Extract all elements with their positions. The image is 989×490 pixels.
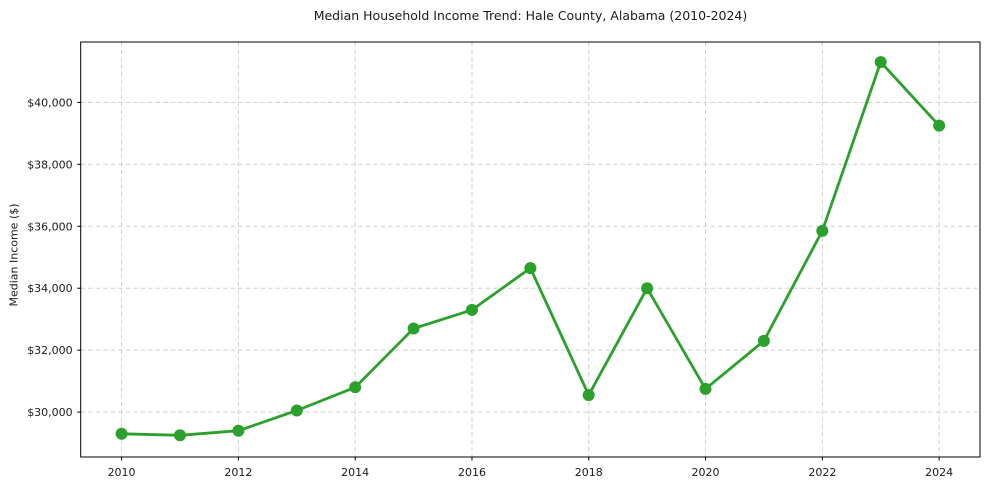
data-point-2013 <box>290 404 303 417</box>
data-point-2012 <box>232 424 245 437</box>
x-tick-label: 2024 <box>925 466 953 479</box>
data-point-2024 <box>933 119 946 132</box>
data-point-2020 <box>699 382 712 395</box>
data-point-2014 <box>349 381 362 394</box>
data-point-2018 <box>582 389 595 402</box>
gridlines <box>80 42 980 457</box>
data-point-2016 <box>466 303 478 316</box>
y-tick-label: $40,000 <box>27 96 73 109</box>
plot-frame <box>80 41 981 458</box>
x-tick-label: 2010 <box>108 466 136 479</box>
x-tick-label: 2018 <box>575 466 603 479</box>
y-tick-label: $38,000 <box>27 158 73 171</box>
data-point-2019 <box>641 282 654 295</box>
chart-title: Median Household Income Trend: Hale Coun… <box>313 8 748 23</box>
data-point-2021 <box>757 334 770 347</box>
data-point-2023 <box>874 56 887 69</box>
y-tick-label: $34,000 <box>27 282 73 295</box>
data-point-2015 <box>407 322 420 335</box>
y-tick-label: $30,000 <box>27 406 73 419</box>
data-point-2022 <box>816 224 829 237</box>
x-tick-label: 2020 <box>692 466 720 479</box>
data-point-2010 <box>115 427 128 440</box>
axes: 2010 2012 2014 2016 2018 2020 2022 2024 $30,000 $… <box>27 96 953 479</box>
x-tick-label: 2016 <box>458 466 486 479</box>
trend-line <box>120 60 941 437</box>
data-point-2017 <box>524 262 537 275</box>
y-tick-label: $36,000 <box>27 220 73 233</box>
x-tick-label: 2014 <box>341 466 369 479</box>
y-tick-label: $32,000 <box>27 344 73 357</box>
data-point-2011 <box>174 429 186 442</box>
y-axis-label-text: Median Income ($) <box>7 203 21 307</box>
x-tick-label: 2012 <box>224 466 252 479</box>
x-tick-label: 2022 <box>808 466 836 479</box>
